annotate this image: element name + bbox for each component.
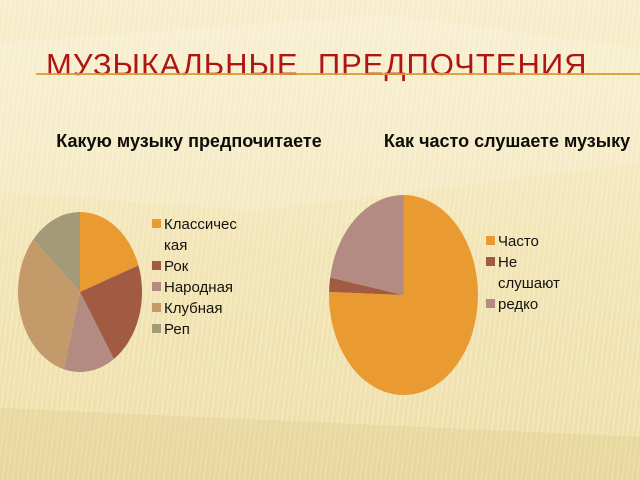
legend-label: Не слушают xyxy=(498,254,560,292)
pie-slice-Часто xyxy=(329,195,478,395)
pie-chart-music-preference xyxy=(18,212,142,372)
chart-title-listening-frequency: Как часто слушаете музыку xyxy=(383,131,631,151)
legend-music-preference: Классичес кая Рок Народная Клубная Реп xyxy=(152,214,237,340)
pie-slice-Народная xyxy=(63,292,114,372)
slide-title: МУЗЫКАЛЬНЫЕ ПРЕДПОЧТЕНИЯ xyxy=(46,47,588,82)
legend-swatch-icon xyxy=(486,236,495,245)
legend-item: Народная xyxy=(152,277,237,298)
legend-label: Рок xyxy=(164,258,189,275)
pie-slice-Не слушают xyxy=(329,277,404,295)
chart-title-music-preference: Какую музыку предпочитаете xyxy=(56,131,322,151)
legend-item: Реп xyxy=(152,319,237,340)
title-underline xyxy=(36,73,640,75)
legend-swatch-icon xyxy=(152,303,161,312)
pie-slice-редко xyxy=(330,195,404,295)
pie-slice-Реп xyxy=(33,212,80,292)
legend-swatch-icon xyxy=(486,299,495,308)
legend-swatch-icon xyxy=(152,282,161,291)
legend-item: Не слушают xyxy=(486,252,560,294)
legend-listening-frequency: Часто Не слушают редко xyxy=(486,231,560,315)
legend-item: Часто xyxy=(486,231,560,252)
pie-chart-listening-frequency xyxy=(329,195,478,395)
pie-slice-Рок xyxy=(80,265,142,359)
legend-label: Народная xyxy=(164,279,234,296)
legend-item: Клубная xyxy=(152,298,237,319)
legend-swatch-icon xyxy=(486,257,495,266)
legend-item: Рок xyxy=(152,256,237,277)
legend-swatch-icon xyxy=(152,219,161,228)
legend-label: Часто xyxy=(498,233,539,250)
pie-slice-Клубная xyxy=(18,239,80,370)
legend-label: Классичес кая xyxy=(164,216,237,254)
legend-swatch-icon xyxy=(152,261,161,270)
pie-slice-Классическая xyxy=(80,212,139,292)
legend-label: редко xyxy=(498,296,539,313)
legend-item: редко xyxy=(486,294,560,315)
legend-label: Реп xyxy=(164,321,190,338)
legend-swatch-icon xyxy=(152,324,161,333)
legend-label: Клубная xyxy=(164,300,223,317)
legend-item: Классичес кая xyxy=(152,214,237,256)
